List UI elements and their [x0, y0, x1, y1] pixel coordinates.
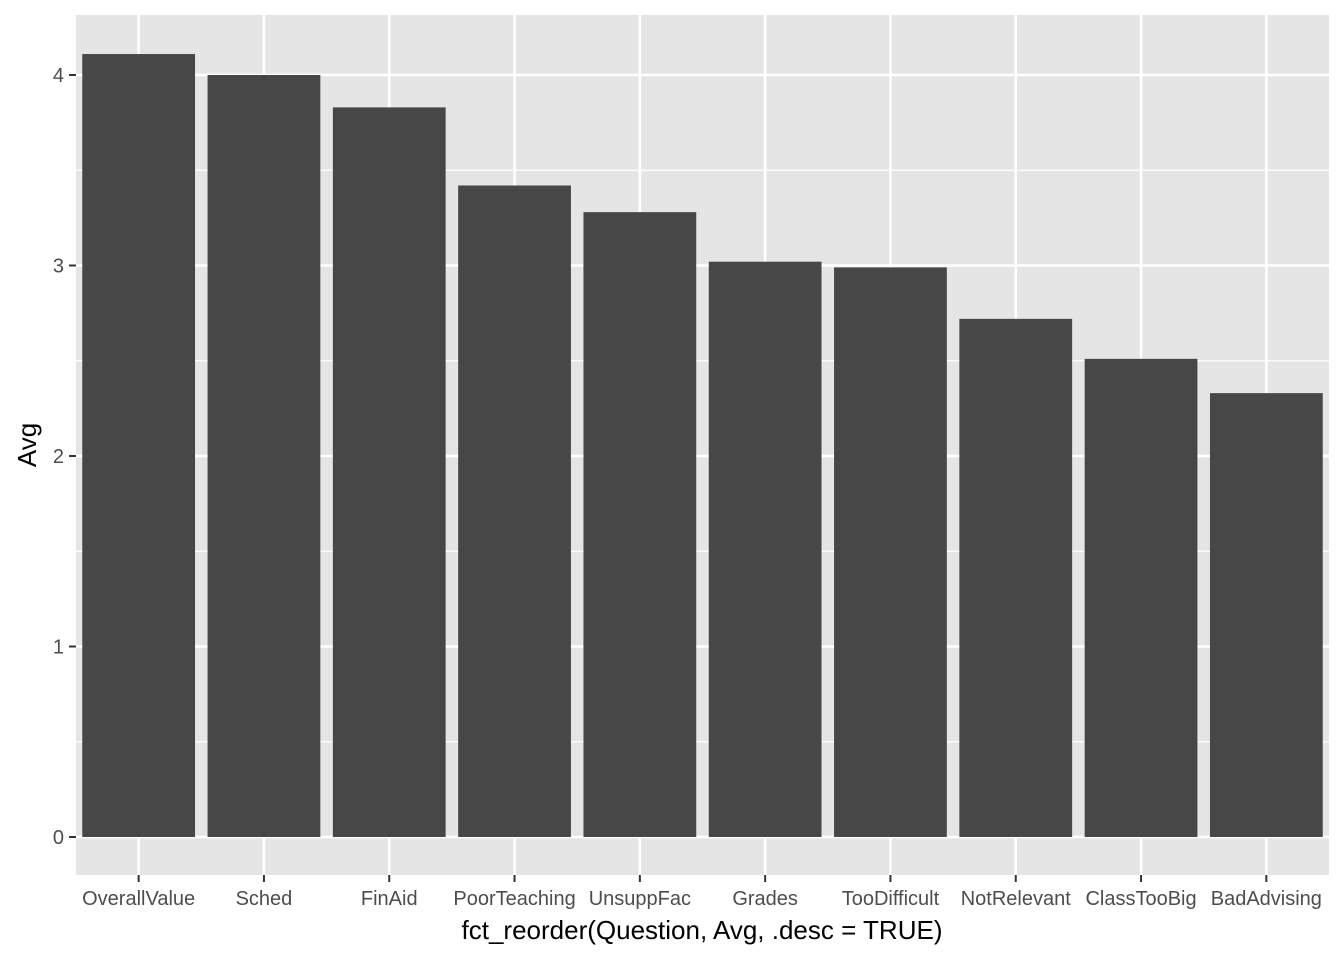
- bar-ClassTooBig: [1084, 358, 1198, 837]
- x-tick-label: OverallValue: [82, 888, 195, 910]
- bars: [82, 54, 1323, 838]
- bar-PoorTeaching: [458, 185, 571, 838]
- x-tick-label: TooDifficult: [842, 888, 940, 910]
- bar-UnsuppFac: [583, 212, 697, 837]
- bar-TooDifficult: [834, 267, 947, 837]
- x-tick-label: Sched: [236, 888, 293, 910]
- y-tick-label: 4: [53, 65, 64, 87]
- x-tick-label: NotRelevant: [961, 888, 1072, 910]
- x-tick-label: PoorTeaching: [453, 888, 575, 910]
- y-tick-label: 0: [53, 827, 64, 849]
- bar-Grades: [708, 261, 822, 837]
- bar-FinAid: [332, 107, 446, 837]
- x-tick-label: ClassTooBig: [1085, 888, 1196, 910]
- y-axis-title: Avg: [12, 423, 42, 467]
- x-tick-label: FinAid: [361, 888, 418, 910]
- y-tick-label: 3: [53, 256, 64, 278]
- bar-BadAdvising: [1209, 393, 1323, 837]
- x-tick-label: UnsuppFac: [589, 888, 691, 910]
- y-tick-label: 1: [53, 637, 64, 659]
- y-tick-label: 2: [53, 446, 64, 468]
- x-axis: OverallValue Sched FinAid PoorTeaching Unsup…: [82, 875, 1322, 910]
- x-tick-label: BadAdvising: [1211, 888, 1322, 910]
- y-axis: 0 1 2 3 4: [53, 65, 76, 849]
- x-tick-label: Grades: [732, 888, 798, 910]
- bar-OverallValue: [82, 54, 196, 838]
- bar-Sched: [207, 75, 321, 837]
- bar-NotRelevant: [959, 318, 1073, 838]
- x-axis-title: fct_reorder(Question, Avg, .desc = TRUE): [462, 915, 943, 945]
